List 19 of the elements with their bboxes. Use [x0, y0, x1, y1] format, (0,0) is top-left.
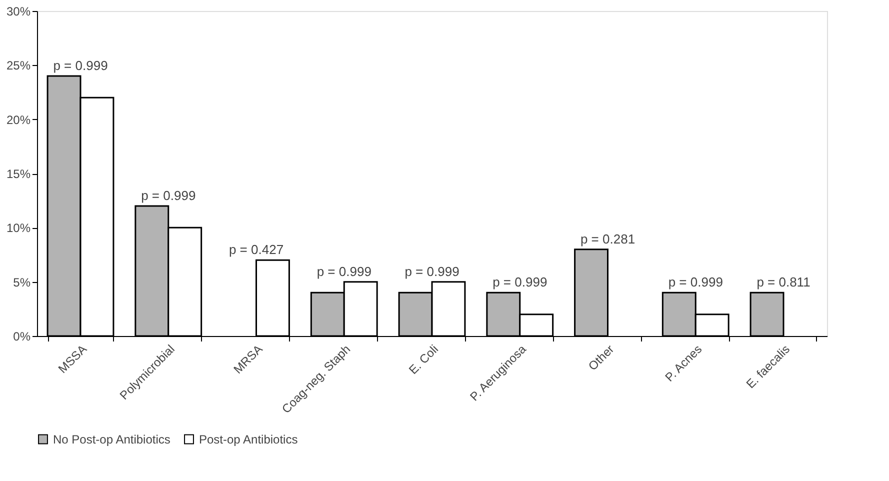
- annotation: p = 0.999: [316, 264, 372, 279]
- y-tick-label: 5%: [13, 275, 31, 290]
- y-tick-label: 25%: [6, 58, 31, 73]
- annotation: p = 0.811: [756, 274, 810, 290]
- annotation: p = 0.427: [228, 242, 284, 258]
- annotation: p = 0.999: [492, 274, 548, 290]
- y-tick-label: 30%: [6, 4, 31, 18]
- x-tick-label: E. Coli: [406, 342, 441, 377]
- y-tick-label: 20%: [6, 112, 31, 127]
- y-tick-label: 10%: [6, 221, 31, 236]
- annotation: p = 0.281: [580, 231, 636, 246]
- y-tick-label: 0%: [13, 330, 31, 344]
- y-tick-label: 15%: [6, 167, 31, 181]
- annotation: p = 0.999: [404, 264, 460, 279]
- annotation: p = 0.999: [53, 58, 108, 73]
- legend-label: Post-op Antibiotics: [199, 432, 298, 446]
- annotation: p = 0.999: [141, 188, 196, 203]
- legend-label: No Post-op Antibiotics: [53, 432, 170, 446]
- annotation: p = 0.999: [668, 274, 723, 290]
